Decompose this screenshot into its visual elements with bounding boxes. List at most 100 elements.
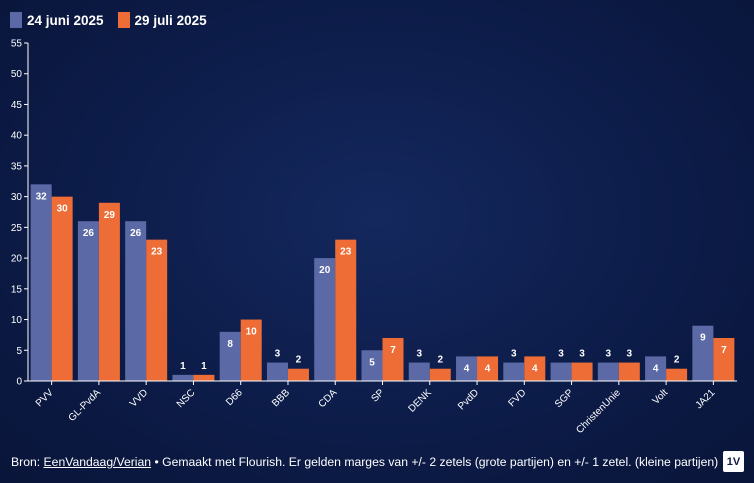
y-tick-label: 20 bbox=[11, 254, 23, 265]
bar-value-label: 4 bbox=[653, 363, 659, 374]
footer-note: • Gemaakt met Flourish. Er gelden marges… bbox=[151, 455, 719, 469]
bar bbox=[382, 337, 404, 381]
bar bbox=[51, 196, 73, 381]
x-tick-label: SP bbox=[369, 387, 386, 404]
bar-value-label: 4 bbox=[532, 363, 538, 374]
y-tick-label: 15 bbox=[11, 284, 23, 295]
x-tick-label: Volt bbox=[651, 387, 671, 407]
legend-swatch-series-1 bbox=[10, 12, 22, 28]
bar-value-label: 8 bbox=[227, 339, 233, 350]
bar bbox=[571, 362, 593, 381]
x-tick-label: VVD bbox=[128, 387, 150, 409]
bar-value-label: 2 bbox=[674, 355, 680, 366]
y-tick-label: 10 bbox=[11, 315, 23, 326]
legend-label-series-1: 24 juni 2025 bbox=[27, 12, 104, 28]
x-tick-label: DENK bbox=[406, 387, 434, 415]
bar-value-label: 3 bbox=[606, 349, 612, 360]
legend-item-series-2[interactable]: 29 juli 2025 bbox=[117, 12, 207, 28]
bar bbox=[266, 362, 288, 381]
x-tick-label: BBB bbox=[270, 387, 292, 409]
y-tick-label: 40 bbox=[11, 131, 23, 142]
bar bbox=[335, 239, 357, 381]
bar-value-label: 7 bbox=[721, 345, 727, 356]
bar-value-label: 4 bbox=[485, 363, 491, 374]
bar bbox=[314, 258, 336, 381]
y-tick-label: 50 bbox=[11, 69, 23, 80]
bar-value-label: 5 bbox=[369, 357, 375, 368]
bar bbox=[30, 184, 52, 381]
bar bbox=[240, 319, 262, 381]
bar bbox=[713, 337, 735, 381]
x-tick-label: JA21 bbox=[694, 387, 718, 411]
x-tick-label: SGP bbox=[553, 387, 576, 410]
bar bbox=[193, 374, 215, 381]
bar bbox=[477, 356, 499, 381]
y-tick-label: 35 bbox=[11, 161, 23, 172]
y-tick-label: 55 bbox=[11, 39, 23, 50]
x-tick-label: GL-PvdA bbox=[67, 387, 104, 424]
bar-value-label: 2 bbox=[437, 355, 443, 366]
bar bbox=[429, 368, 451, 381]
source-link[interactable]: EenVandaag/Verian bbox=[43, 455, 152, 469]
bar-value-label: 30 bbox=[57, 204, 69, 215]
bar-value-label: 20 bbox=[319, 265, 331, 276]
y-tick-label: 30 bbox=[11, 192, 23, 203]
bar bbox=[146, 239, 168, 381]
bar bbox=[361, 350, 383, 381]
bar-value-label: 1 bbox=[180, 361, 186, 372]
bar-value-label: 1 bbox=[201, 361, 207, 372]
bar bbox=[125, 221, 147, 381]
x-tick-label: PvdD bbox=[456, 387, 481, 412]
bar-value-label: 10 bbox=[246, 327, 258, 338]
bar bbox=[98, 202, 120, 381]
bar bbox=[618, 362, 640, 381]
bar-value-label: 26 bbox=[130, 228, 142, 239]
bar bbox=[503, 362, 525, 381]
bar bbox=[645, 356, 667, 381]
y-tick-label: 5 bbox=[16, 346, 22, 357]
legend-swatch-series-2 bbox=[117, 12, 130, 28]
bar bbox=[597, 362, 619, 381]
bar-value-label: 26 bbox=[83, 228, 95, 239]
eenvandaag-logo: 1V bbox=[723, 451, 744, 472]
bar bbox=[524, 356, 546, 381]
bar bbox=[550, 362, 572, 381]
bar-value-label: 4 bbox=[464, 363, 470, 374]
footer-prefix: Bron: bbox=[11, 455, 44, 469]
y-tick-label: 45 bbox=[11, 100, 23, 111]
bar-value-label: 3 bbox=[558, 349, 564, 360]
source-footer: Bron: EenVandaag/Verian • Gemaakt met Fl… bbox=[11, 455, 718, 469]
bar-value-label: 29 bbox=[104, 210, 116, 221]
x-tick-label: CDA bbox=[317, 387, 340, 410]
bar bbox=[408, 362, 430, 381]
bar bbox=[666, 368, 688, 381]
bar-value-label: 3 bbox=[511, 349, 517, 360]
x-tick-label: NSC bbox=[175, 387, 198, 410]
bar bbox=[219, 331, 241, 381]
x-tick-label: PVV bbox=[34, 387, 56, 409]
bar bbox=[77, 221, 99, 381]
bar-value-label: 3 bbox=[275, 349, 281, 360]
bar-value-label: 32 bbox=[36, 191, 48, 202]
bar-chart: 05101520253035404550553230PVV2629GL-PvdA… bbox=[11, 39, 735, 436]
bar-value-label: 3 bbox=[627, 349, 633, 360]
bar-value-label: 7 bbox=[390, 345, 396, 356]
bar bbox=[456, 356, 478, 381]
x-tick-label: FVD bbox=[507, 387, 529, 409]
y-tick-label: 0 bbox=[16, 377, 22, 388]
y-tick-label: 25 bbox=[11, 223, 23, 234]
bar bbox=[172, 374, 194, 381]
legend-label-series-2: 29 juli 2025 bbox=[134, 12, 207, 28]
bar bbox=[287, 368, 309, 381]
bar-value-label: 3 bbox=[579, 349, 585, 360]
bar-value-label: 2 bbox=[296, 355, 302, 366]
bar bbox=[692, 325, 714, 381]
x-tick-label: D66 bbox=[224, 387, 245, 408]
legend-item-series-1[interactable]: 24 juni 2025 bbox=[10, 12, 104, 28]
bar-value-label: 9 bbox=[700, 333, 706, 344]
chart-legend: 24 juni 2025 29 juli 2025 bbox=[10, 12, 207, 28]
bar-value-label: 23 bbox=[340, 247, 352, 258]
bar-value-label: 23 bbox=[151, 247, 163, 258]
x-tick-label: ChristenUnie bbox=[574, 387, 623, 436]
bar-value-label: 3 bbox=[416, 349, 422, 360]
